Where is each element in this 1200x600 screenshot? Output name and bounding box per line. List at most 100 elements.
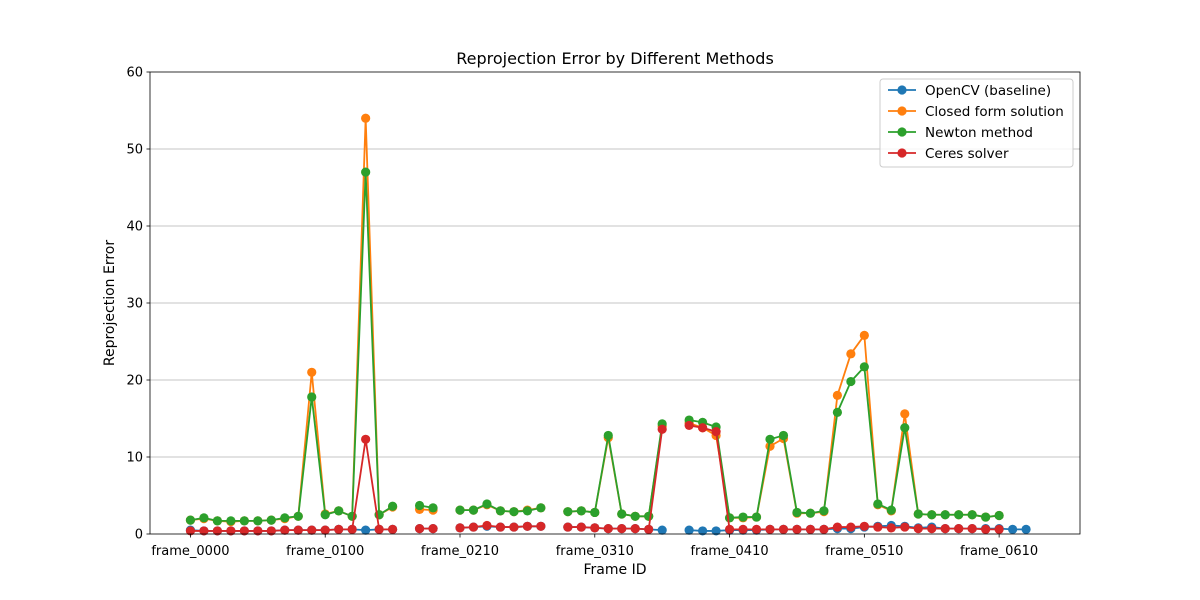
y-tick-label: 40 <box>126 220 143 235</box>
data-point <box>873 522 883 532</box>
series-line <box>688 366 1000 519</box>
axes: 0 10 20 30 40 50 60 frame_0000 frame_0100 frame_0… <box>126 66 1081 559</box>
data-point <box>846 522 856 532</box>
data-point <box>886 505 896 515</box>
legend-box <box>879 78 1074 168</box>
data-point <box>212 526 222 536</box>
data-point <box>778 524 789 534</box>
legend-swatch-marker <box>897 148 907 158</box>
data-point <box>347 524 357 534</box>
data-point <box>212 516 222 526</box>
series-line <box>190 171 394 522</box>
legend-label: Ceres solver <box>925 146 1009 162</box>
data-point <box>307 367 317 377</box>
data-point <box>873 499 883 509</box>
series-line <box>190 438 393 532</box>
data-point <box>1008 524 1018 534</box>
legend-item: OpenCV (baseline) <box>888 83 1051 99</box>
x-tick-label: frame_0310 <box>556 544 634 559</box>
data-point <box>792 524 802 534</box>
data-point <box>738 512 748 522</box>
data-point <box>455 523 465 533</box>
data-point <box>1021 524 1031 534</box>
legend-label: Newton method <box>925 125 1033 141</box>
data-point <box>266 515 276 525</box>
data-point <box>199 513 209 523</box>
y-tick-label: 20 <box>126 374 143 389</box>
y-axis-label: Reprojection Error <box>102 240 118 366</box>
data-point <box>846 349 856 359</box>
data-point <box>590 507 600 518</box>
data-point <box>293 511 303 521</box>
legend-item: Closed form solution <box>888 104 1064 120</box>
series-line <box>688 334 1000 519</box>
x-axis-label: Frame ID <box>584 562 647 578</box>
data-point <box>185 515 196 525</box>
data-point <box>280 525 290 535</box>
data-point <box>832 522 842 532</box>
data-point <box>994 510 1004 521</box>
data-point <box>414 524 425 534</box>
data-point <box>778 430 789 441</box>
data-point <box>428 524 438 534</box>
data-point <box>482 520 492 531</box>
data-point <box>307 392 317 402</box>
data-point <box>954 510 964 520</box>
data-point <box>927 510 937 520</box>
data-point <box>495 506 506 516</box>
data-point <box>954 524 964 534</box>
data-point <box>576 522 586 532</box>
y-tick-label: 10 <box>126 451 143 466</box>
data-point <box>455 505 465 515</box>
grid <box>150 148 1080 458</box>
data-point <box>428 503 438 513</box>
data-point <box>859 330 869 340</box>
data-point <box>617 524 627 534</box>
data-point <box>913 509 923 519</box>
legend-swatch-marker <box>897 106 907 116</box>
y-tick-label: 0 <box>135 528 143 543</box>
legend-label: Closed form solution <box>925 104 1064 120</box>
data-point <box>185 526 196 536</box>
data-point <box>630 524 640 534</box>
series-line <box>567 423 664 518</box>
data-point <box>293 525 303 535</box>
legend-item: Newton method <box>888 125 1033 141</box>
data-point <box>468 522 479 532</box>
data-point <box>576 506 586 516</box>
data-point <box>684 525 694 535</box>
data-point <box>940 524 950 534</box>
data-point <box>320 525 330 535</box>
data-point <box>495 522 506 532</box>
data-point <box>967 524 977 534</box>
data-point <box>361 113 371 123</box>
legend-swatch-marker <box>897 127 907 137</box>
data-point <box>280 513 290 523</box>
series-1 <box>185 113 1004 527</box>
data-point <box>684 420 694 431</box>
data-point <box>765 524 775 534</box>
data-point <box>226 526 236 536</box>
data-point <box>900 423 910 433</box>
data-point <box>751 524 762 534</box>
legend-swatch-marker <box>897 85 907 95</box>
data-point <box>792 507 802 518</box>
data-point <box>334 524 344 534</box>
data-point <box>563 507 573 517</box>
series-line <box>688 424 1000 531</box>
data-point <box>994 524 1004 534</box>
data-point <box>226 516 236 526</box>
data-point <box>482 499 492 509</box>
data-point <box>967 510 977 520</box>
data-point <box>199 526 209 536</box>
data-point <box>307 525 317 535</box>
data-point <box>361 434 371 444</box>
data-point <box>334 506 344 516</box>
series-layer <box>185 113 1031 536</box>
series-3 <box>185 420 1004 536</box>
data-point <box>927 524 937 534</box>
data-point <box>253 516 263 526</box>
data-point <box>805 524 816 534</box>
data-point <box>657 424 667 434</box>
